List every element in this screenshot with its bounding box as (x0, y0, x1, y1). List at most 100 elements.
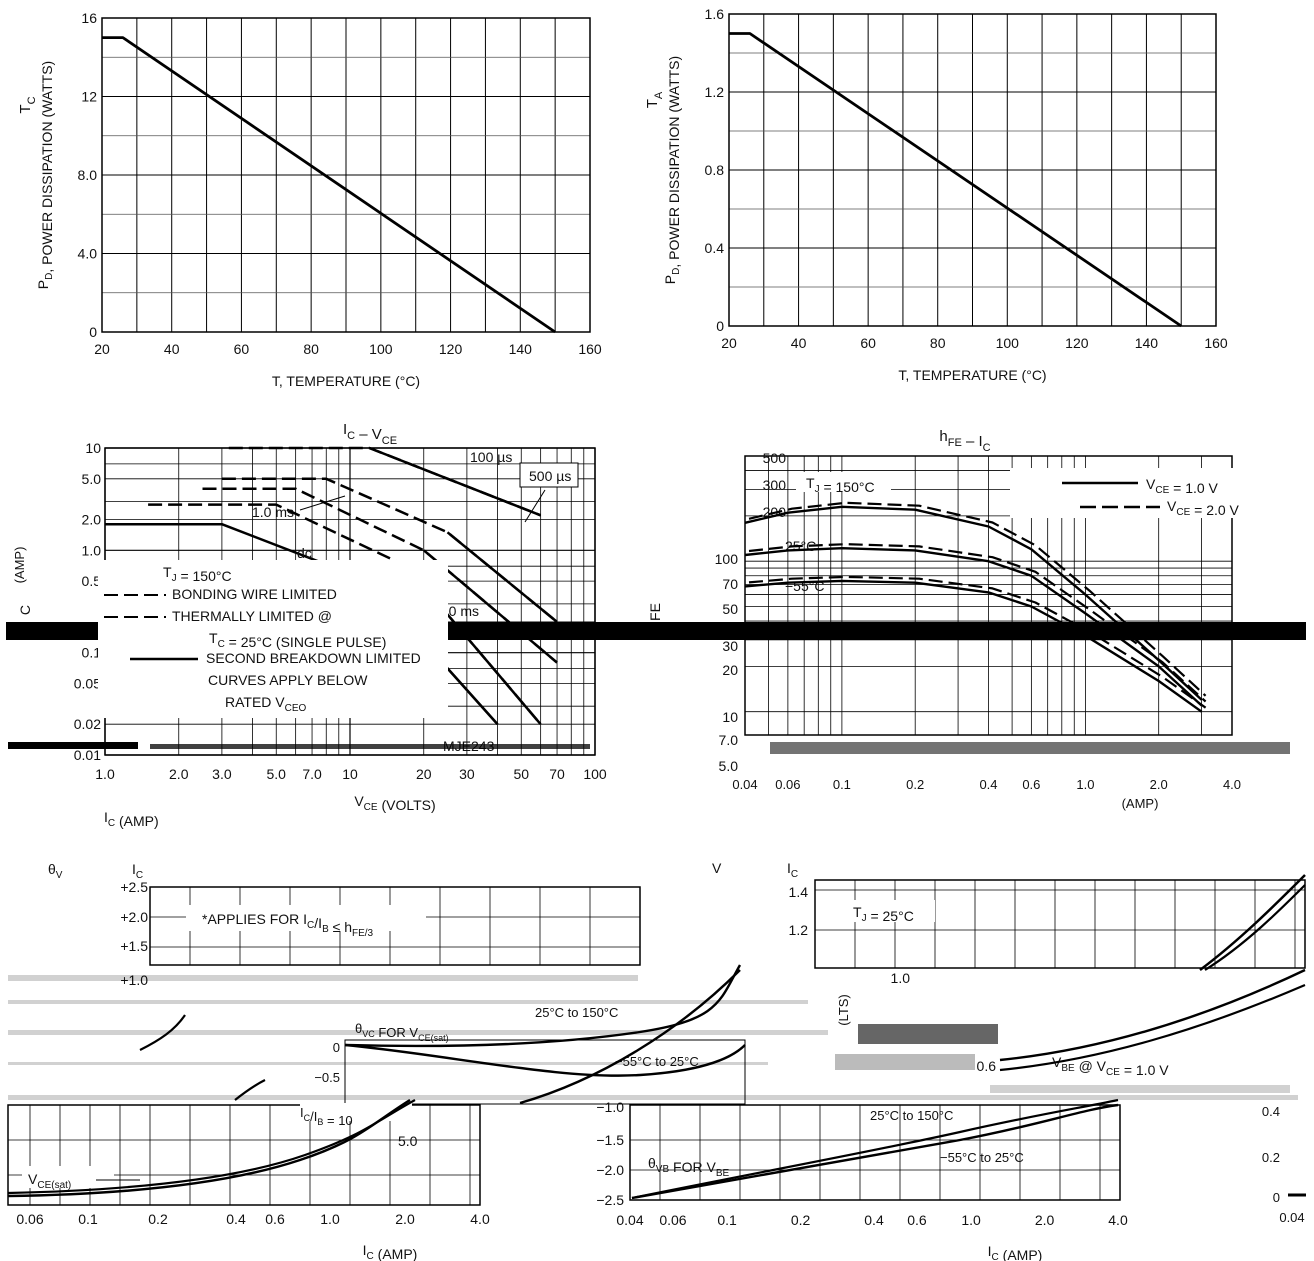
hfe-curve-solid (744, 579, 1203, 713)
legend-dashed: VCE = 2.0 V (1167, 498, 1240, 518)
y-tick-label: 1.2 (789, 922, 809, 938)
note-applies: *APPLIES FOR IC/IB ≤ hFE/3 (202, 911, 374, 939)
x-tick-label: 40 (164, 341, 180, 357)
x-tick-label: 0.6 (907, 1212, 927, 1228)
vbe-curve-2 (999, 983, 1306, 1072)
plot-frame-upper (149, 886, 641, 966)
scan-artifact (770, 742, 1290, 754)
label-theta-vc: θVC FOR VCE(sat) (355, 1021, 449, 1043)
legend-thermal-cond: TC = 25°C (SINGLE PULSE) (209, 630, 386, 650)
x-tick-label: 0.06 (16, 1211, 43, 1227)
x-tick-label: 0.4 (979, 777, 997, 792)
plot-frame-lower (7, 1104, 481, 1206)
label-background (796, 472, 891, 492)
x-tick-label: 4.0 (470, 1211, 490, 1227)
label-minus55c: −55°C (785, 578, 824, 594)
note-background (186, 905, 426, 931)
chart-title-fragment: V (712, 860, 722, 876)
hfe-curve-dashed (748, 575, 1207, 709)
y-tick-label: 0 (89, 324, 97, 340)
y-tick-label: 0.4 (1262, 1104, 1280, 1119)
y-tick-label: −0.5 (314, 1070, 340, 1085)
annotation-1ms: 1.0 ms (252, 504, 294, 520)
y-tick-label: 50 (722, 601, 738, 617)
y-tick-label: 300 (763, 477, 787, 493)
y-tick-label: 12 (81, 89, 97, 105)
theta-vb-low (631, 1103, 1119, 1200)
x-tick-label: 0.2 (791, 1212, 811, 1228)
vsat-curve-upper-2 (1204, 884, 1306, 971)
vce-sat-fragment (139, 1014, 186, 1051)
y-tick-label: 70 (722, 576, 738, 592)
y-tick-label: 4.0 (78, 246, 98, 262)
x-tick-label: 2.0 (1035, 1212, 1055, 1228)
x-tick-label: 0.1 (717, 1212, 737, 1228)
y-tick-label: 30 (722, 638, 738, 654)
label-range-low-2: −55°C to 25°C (940, 1150, 1024, 1165)
x-tick-label: 40 (791, 335, 807, 351)
x-tick-label: 30 (459, 766, 475, 782)
label-five: 5.0 (398, 1133, 418, 1149)
x-tick-label: 0.1 (78, 1211, 98, 1227)
y-axis-label: PD, POWER DISSIPATION (WATTS) (35, 61, 55, 289)
x-tick-label: 2.0 (169, 766, 189, 782)
scan-artifact (8, 742, 138, 749)
x-tick-label: 5.0 (267, 766, 287, 782)
y-tick-label: 16 (81, 10, 97, 26)
x-tick-label: 20 (94, 341, 110, 357)
hfe-curve-solid (744, 505, 1203, 701)
legend-background (98, 560, 448, 718)
x-tick-label: 0.06 (659, 1212, 686, 1228)
chart-title: IC – VCE (343, 421, 397, 447)
x-tick-label: 80 (930, 335, 946, 351)
annotation-leader (299, 495, 346, 511)
x-tick-label: 0.04 (616, 1212, 643, 1228)
chart-title-fragment: IC (132, 861, 143, 881)
y-tick-label: 0.4 (705, 240, 725, 256)
label-range-high: 25°C to 150°C (535, 1005, 618, 1020)
x-tick-label: 70 (549, 766, 565, 782)
y-tick-label: 5.0 (719, 758, 739, 774)
hfe-curve-solid (744, 547, 1203, 707)
y-tick-label: +1.5 (120, 938, 148, 954)
label-vce-sat: VCE(sat) (28, 1171, 71, 1191)
y-tick-label: 7.0 (719, 732, 739, 748)
x-tick-label: 0.04 (1279, 1210, 1304, 1225)
label-background (22, 1166, 114, 1188)
plot-frame-lower (629, 1104, 1121, 1201)
y-tick-label: 10 (85, 440, 101, 456)
x-axis-label: VCE (VOLTS) (354, 793, 435, 813)
y-tick-label: +1.0 (120, 972, 148, 988)
x-tick-label: 2.0 (1150, 777, 1168, 792)
annotation-500us: 500 µs (529, 468, 571, 484)
annotation-100us: 100 µs (470, 449, 512, 465)
legend-background (1010, 468, 1260, 518)
y-tick-label: +2.0 (120, 909, 148, 925)
y-tick-label: 0.5 (82, 573, 102, 589)
y-axis-label-top: TC (17, 96, 38, 113)
x-tick-label: 10 (342, 766, 358, 782)
x-tick-label: 140 (1135, 335, 1159, 351)
x-tick-label: 3.0 (212, 766, 232, 782)
x-tick-label: 0.04 (732, 777, 757, 792)
legend-second: SECOND BREAKDOWN LIMITED (206, 650, 421, 666)
soa-curve-tail (368, 446, 542, 517)
scan-artifact (990, 1085, 1290, 1093)
legend-bonding: BONDING WIRE LIMITED (172, 586, 337, 602)
x-tick-label: 160 (1204, 335, 1228, 351)
y-tick-label: 0 (1273, 1190, 1280, 1205)
x-tick-label: 160 (578, 341, 602, 357)
x-axis-label: IC (AMP) (363, 1242, 418, 1261)
x-axis-label: T, TEMPERATURE (°C) (898, 367, 1046, 383)
y-tick-label: 0 (333, 1040, 340, 1055)
x-tick-label: 120 (439, 341, 463, 357)
x-tick-label: 4.0 (1108, 1212, 1128, 1228)
y-tick-label: 0.02 (74, 716, 101, 732)
y-tick-label: 500 (763, 450, 787, 466)
scan-artifact (8, 1000, 808, 1004)
theta-vc-high-2 (519, 969, 741, 1105)
scan-artifact (150, 744, 590, 749)
x-tick-label: 1.0 (320, 1211, 340, 1227)
x-tick-label: 0.4 (226, 1211, 246, 1227)
